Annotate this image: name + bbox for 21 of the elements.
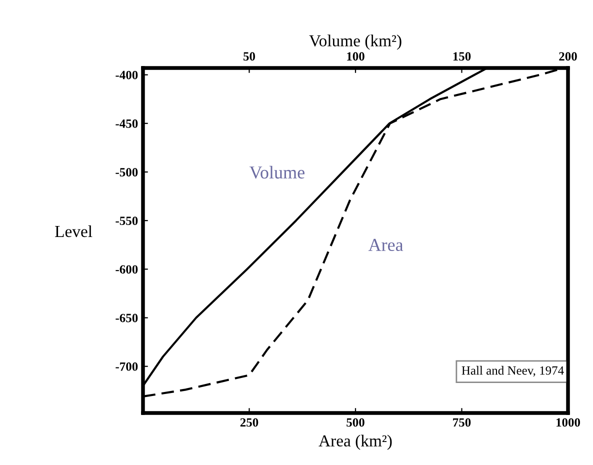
y-tick-label: -700 bbox=[116, 362, 138, 371]
x-tick-label: 750 bbox=[453, 418, 471, 427]
y-tick-label: -450 bbox=[116, 119, 138, 128]
x-tick-label: 250 bbox=[240, 418, 258, 427]
y-tick-label: -500 bbox=[116, 168, 138, 176]
series-label: Volume bbox=[249, 166, 304, 179]
x-tick-label: 500 bbox=[346, 418, 364, 427]
x-axis-title: Area (km²) bbox=[318, 434, 392, 450]
annotation: Hall and Neev, 1974 bbox=[462, 366, 564, 377]
x-tick-label: 1000 bbox=[556, 418, 580, 427]
x2-axis-title: Volume (km²) bbox=[309, 34, 402, 50]
y-tick-label: -650 bbox=[116, 314, 138, 322]
x2-tick-label: 150 bbox=[453, 52, 471, 61]
y-tick-label: -550 bbox=[116, 216, 138, 226]
x2-tick-label: 50 bbox=[244, 52, 256, 61]
y-tick-label: -400 bbox=[116, 70, 138, 80]
y-axis-title: Level bbox=[55, 225, 92, 238]
y-tick-label: -600 bbox=[116, 265, 138, 274]
series-label: Area bbox=[368, 238, 404, 252]
x2-tick-label: 100 bbox=[347, 52, 364, 61]
x2-tick-label: 200 bbox=[559, 52, 577, 61]
